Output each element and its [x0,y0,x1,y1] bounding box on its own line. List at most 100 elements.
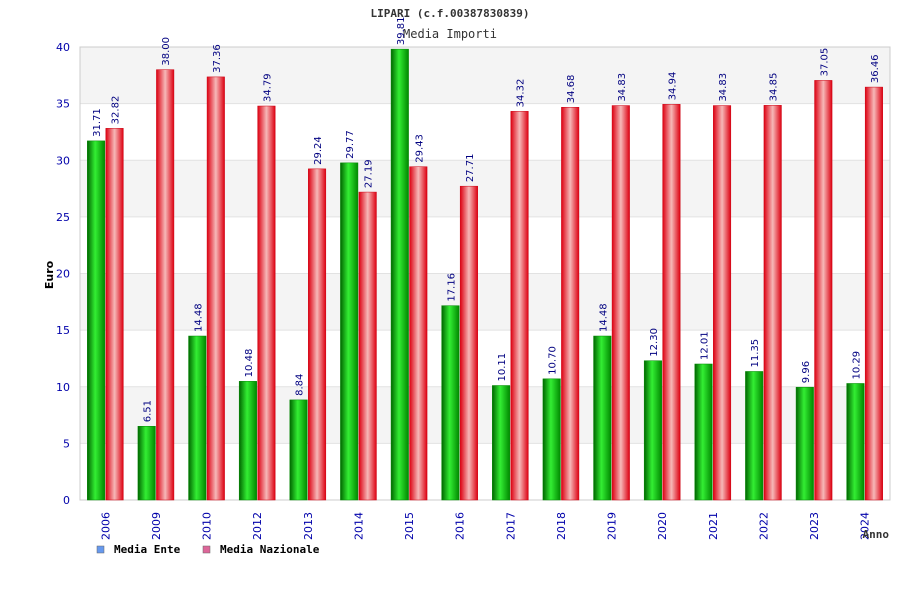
y-tick-label: 30 [56,154,70,167]
bar-media-nazionale [763,105,782,501]
data-label-media-nazionale: 34.68 [566,75,577,104]
data-label-media-ente: 14.48 [193,303,204,332]
data-label-media-ente: 10.11 [497,353,508,382]
data-label-media-ente: 31.71 [92,108,103,137]
x-tick-label: 2012 [251,512,264,540]
bar-media-ente [745,371,764,501]
data-label-media-nazionale: 34.83 [617,73,628,102]
data-label-media-nazionale: 34.83 [718,73,729,102]
bar-media-nazionale [713,105,732,501]
bar-media-ente [542,378,561,501]
data-label-media-nazionale: 37.36 [212,44,223,73]
data-label-media-ente: 9.96 [801,361,812,383]
bars [87,48,883,501]
y-tick-label: 5 [63,437,70,450]
bar-media-nazionale [358,191,377,501]
x-tick-label: 2014 [352,512,365,540]
data-label-media-ente: 39.81 [396,17,407,46]
bar-media-nazionale [611,105,630,501]
bar-media-nazionale [510,111,529,501]
legend-label-media-ente: Media Ente [114,543,181,556]
legend-label-media-nazionale: Media Nazionale [220,543,320,556]
bar-media-nazionale [156,69,175,501]
y-tick-label: 20 [56,268,70,281]
data-label-media-ente: 10.48 [244,349,255,378]
bar-media-nazionale [206,76,225,501]
y-tick-label: 0 [63,494,70,507]
y-tick-label: 25 [56,211,70,224]
legend-swatch-media-ente [96,545,105,554]
data-label-media-ente: 10.70 [548,346,559,375]
bar-media-nazionale [459,185,478,501]
data-labels: 31.71 32.82 6.51 38.00 14.48 37.36 10.48 34.79 8… [92,17,881,423]
bar-media-ente [390,48,409,501]
data-label-media-ente: 11.35 [750,339,761,368]
bar-media-ente [795,386,814,501]
bar-media-nazionale [561,106,580,501]
data-label-media-ente: 17.16 [446,273,457,302]
x-tick-label: 2020 [656,512,669,540]
x-tick-label: 2024 [859,512,872,540]
x-tick-label: 2017 [504,512,517,540]
data-label-media-ente: 10.29 [851,351,862,380]
data-label-media-nazionale: 27.19 [364,159,375,188]
bar-media-ente [441,305,460,501]
chart-title: LIPARI (c.f.00387830839) [371,7,530,20]
bar-media-nazionale [662,104,681,501]
y-tick-label: 15 [56,324,70,337]
bar-media-ente [340,162,359,501]
x-tick-label: 2018 [555,512,568,540]
x-tick-label: 2023 [808,512,821,540]
data-label-media-nazionale: 29.24 [313,136,324,165]
bar-media-ente [289,399,308,501]
x-tick-label: 2015 [403,512,416,540]
data-label-media-ente: 14.48 [598,303,609,332]
bar-media-ente [846,383,865,501]
x-tick-label: 2019 [606,512,619,540]
bar-media-ente [188,335,207,501]
data-label-media-nazionale: 34.94 [667,72,678,101]
bar-media-nazionale [864,86,883,501]
bar-media-ente [238,381,257,501]
data-label-media-nazionale: 37.05 [819,48,830,77]
x-axis-label: Anno [863,528,890,541]
bar-media-nazionale [105,128,124,501]
axes: 0 5 10 15 20 25 30 35 40 2006 2009 2010 2012 2013 2014… [56,41,872,540]
x-tick-label: 2016 [454,512,467,540]
data-label-media-ente: 6.51 [143,400,154,422]
x-tick-label: 2010 [201,512,214,540]
data-label-media-nazionale: 27.71 [465,154,476,183]
legend-swatch-media-nazionale [202,545,211,554]
data-label-media-nazionale: 34.32 [516,79,527,108]
data-label-media-ente: 29.77 [345,130,356,159]
bar-media-nazionale [814,80,833,501]
bar-media-ente [643,360,662,501]
legend: Media Ente Media Nazionale [96,543,320,556]
data-label-media-ente: 8.84 [295,374,306,396]
x-tick-label: 2021 [707,512,720,540]
bar-media-nazionale [409,166,428,501]
bar-media-nazionale [257,105,276,501]
bar-media-ente [137,426,156,501]
bar-media-ente [492,385,511,501]
bar-media-ente [694,363,713,501]
plot-frame [79,46,891,501]
y-axis-label: Euro [43,260,56,289]
data-label-media-nazionale: 34.85 [769,73,780,102]
data-label-media-nazionale: 34.79 [262,73,273,102]
bar-media-ente [87,140,106,501]
x-tick-label: 2006 [99,512,112,540]
x-tick-label: 2013 [302,512,315,540]
data-label-media-nazionale: 38.00 [161,37,172,66]
bar-media-nazionale [308,168,327,501]
chart-subtitle: Media Importi [403,27,497,41]
x-tick-label: 2022 [757,512,770,540]
data-label-media-ente: 12.01 [700,331,711,360]
data-label-media-nazionale: 36.46 [870,54,881,83]
bar-media-ente [593,335,612,501]
data-label-media-ente: 12.30 [649,328,660,357]
y-tick-label: 10 [56,381,70,394]
data-label-media-nazionale: 29.43 [414,134,425,163]
data-label-media-nazionale: 32.82 [111,96,122,125]
